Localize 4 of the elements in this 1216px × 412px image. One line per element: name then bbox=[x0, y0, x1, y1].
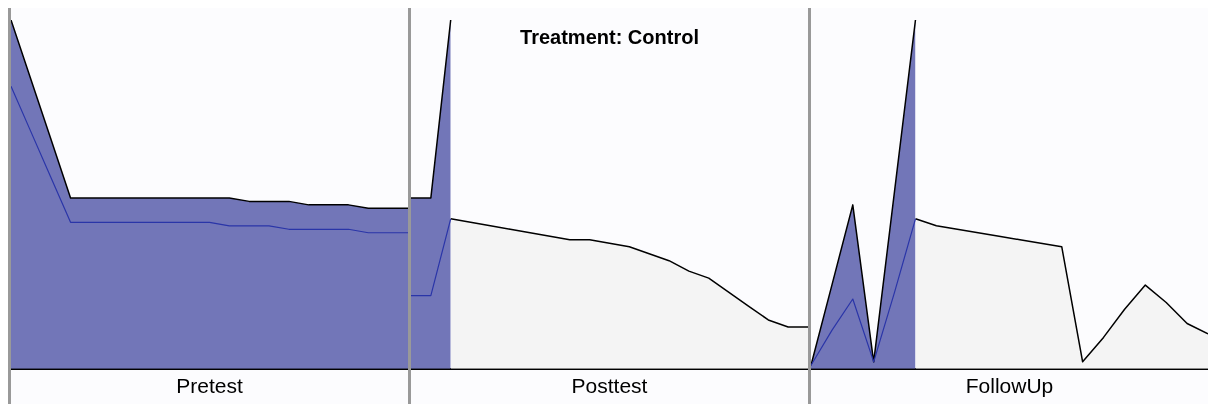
x-axis-title: Pretest bbox=[176, 374, 243, 398]
x-axis-title: Posttest bbox=[571, 374, 648, 398]
x-axis-title: FollowUp bbox=[965, 374, 1054, 398]
chart-title: Treatment: Control bbox=[520, 25, 699, 48]
